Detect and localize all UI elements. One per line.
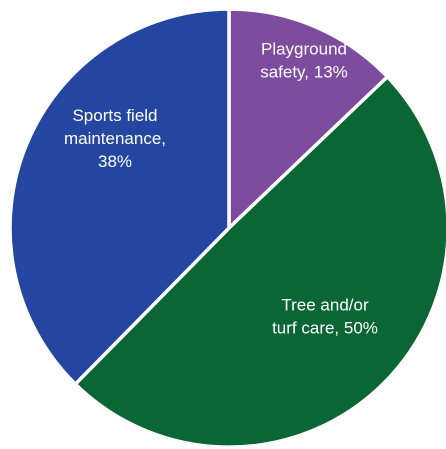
pie-slices [8,7,446,449]
pie-slice-label-2: Tree and/or turf care, 50% [272,296,378,338]
pie-slice-label-line: safety, 13% [260,63,348,82]
pie-slice-label-line: Sports field [72,106,157,125]
pie-slice-label-line: turf care, 50% [272,319,378,338]
pie-slice-label-1: Playground safety, 13% [260,40,348,82]
pie-slice-label-line: 38% [98,152,132,171]
pie-labels: Playground safety, 13% Tree and/or turf car… [64,40,378,338]
pie-slice-label-3: Sports field maintenance, 38% [64,106,166,171]
pie-slice-1 [227,7,390,230]
pie-slice-label-line: Tree and/or [281,296,369,315]
pie-slice-2 [73,75,446,449]
pie-slice-label-line: Playground [261,40,347,59]
pie-slice-3 [8,7,231,386]
pie-slice-label-line: maintenance, [64,129,166,148]
